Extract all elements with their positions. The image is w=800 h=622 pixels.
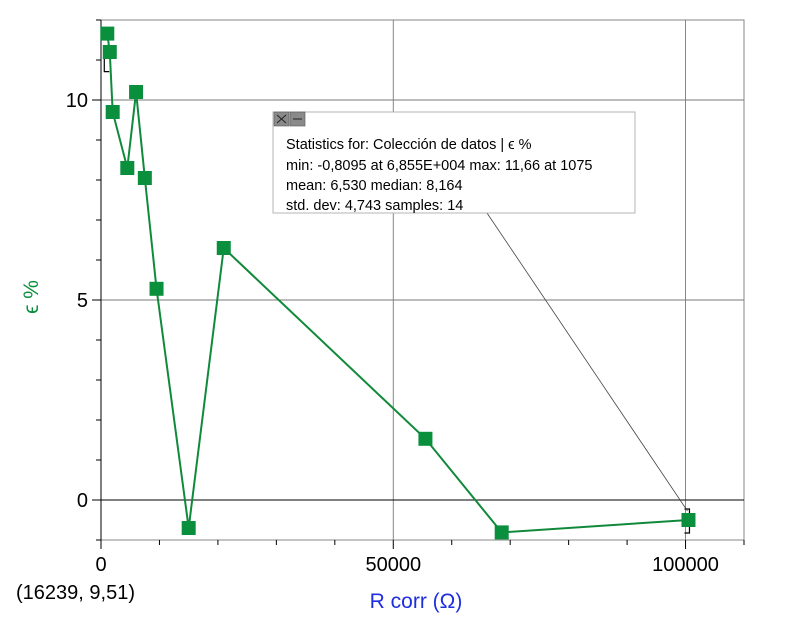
data-point[interactable]: [418, 431, 433, 446]
cursor-readout: (16239, 9,51): [16, 582, 135, 604]
y-axis-title: ϵ %: [20, 280, 43, 314]
statistics-title: Statistics for: Colección de datos | ϵ %: [286, 137, 532, 153]
data-point[interactable]: [100, 26, 115, 41]
data-point[interactable]: [120, 161, 135, 175]
data-point[interactable]: [105, 105, 120, 119]
statistics-box-frame: [272, 111, 636, 214]
series: [100, 26, 696, 540]
statistics-line-3: std. dev: 4,743 samples: 14: [286, 198, 463, 214]
x-tick-label: 100000: [652, 554, 719, 576]
series-line: [106, 33, 689, 534]
y-tick-label: 10: [66, 90, 88, 112]
close-icon[interactable]: [273, 111, 290, 127]
data-point[interactable]: [149, 281, 164, 296]
data-point[interactable]: [129, 85, 144, 99]
y-tick-label: 0: [77, 490, 88, 512]
statistics-line-2: mean: 6,530 median: 8,164: [286, 178, 463, 194]
data-point[interactable]: [102, 45, 117, 59]
data-point[interactable]: [137, 171, 152, 185]
statistics-line-1: min: -0,8095 at 6,855E+004 max: 11,66 at…: [286, 158, 592, 174]
x-axis-title: R corr (Ω): [370, 590, 463, 613]
data-point[interactable]: [181, 521, 196, 535]
x-tick-label: 50000: [365, 554, 421, 576]
axes: [92, 19, 745, 549]
data-point[interactable]: [216, 241, 231, 255]
minimize-icon[interactable]: [289, 111, 306, 127]
tick-labels: 0 50000 100000 0 5 10: [66, 90, 719, 576]
y-tick-label: 5: [77, 290, 88, 312]
data-point[interactable]: [494, 525, 509, 540]
statistics-box[interactable]: Statistics for: Colección de datos | ϵ %…: [272, 111, 636, 214]
grid: [101, 20, 744, 540]
data-point[interactable]: [681, 513, 696, 527]
x-tick-label: 0: [95, 554, 106, 576]
stats-leader-line: [486, 212, 688, 512]
